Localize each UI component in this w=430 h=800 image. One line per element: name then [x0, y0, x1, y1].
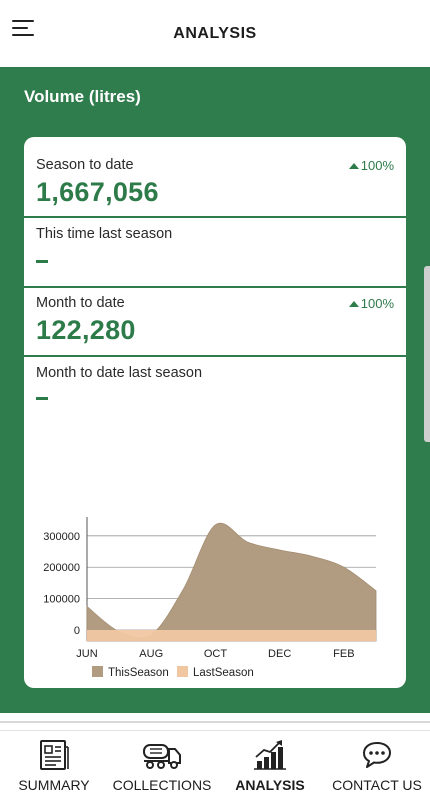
stat-value-empty: [36, 260, 48, 263]
tab-label: COLLECTIONS: [112, 777, 212, 793]
page-title: ANALYSIS: [173, 25, 257, 42]
x-tick-label: AUG: [139, 648, 163, 660]
trend-badge: 100%: [348, 158, 394, 173]
tab-analysis[interactable]: ANALYSIS: [216, 731, 324, 800]
x-tick-label: DEC: [268, 648, 291, 660]
stat-label: Month to date: [36, 295, 125, 311]
bottom-strip: [0, 713, 430, 731]
stat-season-to-date: Season to date 100% 1,667,056: [24, 137, 406, 217]
stat-month-to-date: Month to date 100% 122,280: [24, 288, 406, 356]
y-tick-label: 100000: [43, 594, 80, 606]
volume-area-chart: 0 100000 200000 300000 JUN AUG OCT DEC FEB ThisSe…: [24, 507, 406, 687]
stat-value: 1,667,056: [36, 177, 159, 207]
y-tick-label: 0: [74, 625, 80, 637]
chart-svg: 0 100000 200000 300000 JUN AUG OCT DEC FEB ThisSe…: [43, 517, 377, 679]
content-panel: Volume (litres) Season to date 100% 1,66…: [0, 67, 430, 713]
area-last-season: [87, 630, 376, 641]
section-title: Volume (litres): [24, 87, 141, 106]
bar-chart-trend-icon: [254, 740, 286, 770]
x-tick-label: OCT: [204, 648, 228, 660]
area-this-season: [86, 522, 377, 642]
legend-label: ThisSeason: [108, 667, 169, 679]
y-tick-label: 200000: [43, 562, 80, 574]
legend-label: LastSeason: [193, 667, 254, 679]
divider: [0, 721, 430, 723]
x-tick-label: JUN: [76, 648, 97, 660]
tab-label: SUMMARY: [18, 777, 90, 793]
tab-collections[interactable]: COLLECTIONS: [108, 731, 216, 800]
menu-icon[interactable]: [12, 18, 36, 42]
divider: [24, 355, 406, 357]
x-tick-label: FEB: [333, 648, 354, 660]
legend-swatch: [92, 666, 103, 677]
scroll-indicator[interactable]: [424, 266, 430, 442]
tanker-truck-icon: [143, 744, 181, 769]
stat-value: 122,280: [36, 315, 136, 345]
chat-bubble-icon: [363, 742, 391, 768]
tab-contact-us[interactable]: CONTACT US: [324, 731, 430, 800]
top-app-bar: ANALYSIS: [0, 0, 430, 67]
legend-swatch: [177, 666, 188, 677]
bottom-tab-bar: SUMMARY COLLECTIONS: [0, 731, 430, 800]
divider: [24, 216, 406, 218]
trend-badge: 100%: [348, 296, 394, 311]
trend-value: 100%: [360, 296, 394, 311]
y-tick-label: 300000: [43, 531, 80, 543]
divider: [24, 286, 406, 288]
trend-value: 100%: [360, 158, 394, 173]
trend-up-icon: [348, 162, 359, 169]
stat-label: Month to date last season: [36, 365, 203, 381]
stat-label: Season to date: [36, 157, 134, 173]
stat-label: This time last season: [36, 226, 173, 242]
stat-month-to-date-last-season: Month to date last season: [24, 357, 406, 427]
volume-card: Season to date 100% 1,667,056 This time …: [24, 137, 406, 688]
summary-icon: [40, 740, 69, 770]
stat-value-empty: [36, 397, 48, 400]
tab-label: ANALYSIS: [235, 777, 305, 793]
stat-this-time-last-season: This time last season: [24, 218, 406, 286]
tab-summary[interactable]: SUMMARY: [0, 731, 108, 800]
trend-up-icon: [348, 300, 359, 307]
tab-label: CONTACT US: [332, 777, 422, 793]
